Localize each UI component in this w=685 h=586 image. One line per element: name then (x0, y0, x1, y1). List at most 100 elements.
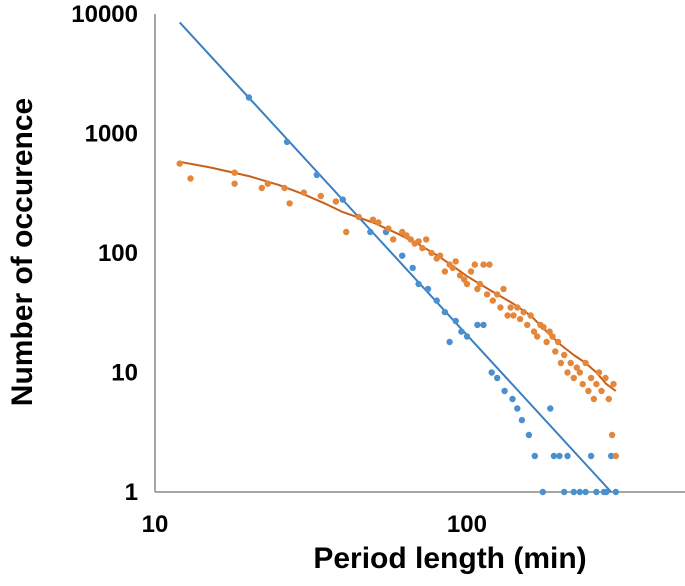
orange-points-point (510, 312, 517, 319)
orange-points-point (258, 184, 265, 192)
orange-points-point (579, 380, 586, 388)
orange-points-point (415, 238, 422, 245)
orange-points-point (264, 180, 271, 187)
orange-points-point (520, 308, 527, 316)
blue-points-point (313, 171, 320, 179)
orange-points-point (281, 184, 288, 192)
orange-points-point (231, 169, 238, 176)
orange-points-point (549, 333, 556, 340)
orange-points-point (355, 213, 362, 221)
y-tick-label: 1000 (85, 121, 138, 148)
orange-points-point (300, 189, 307, 196)
blue-points-point (587, 452, 595, 460)
orange-points-point (530, 328, 538, 335)
blue-points-point (550, 452, 558, 460)
blue-points-point (564, 452, 571, 460)
orange-points-point (428, 249, 435, 257)
orange-points-point (561, 351, 568, 359)
orange-points-point (486, 261, 493, 268)
blue-points-point (399, 252, 406, 259)
blue-points-point (458, 328, 465, 335)
orange-points-point (403, 232, 410, 239)
plot-area (154, 14, 685, 493)
orange-points-point (407, 236, 414, 243)
orange-points-point (576, 369, 583, 376)
orange-points-point (480, 261, 487, 268)
x-tick-label: 10 (142, 511, 169, 538)
orange-points-point (524, 321, 531, 329)
blue-points-point (245, 94, 253, 101)
blue-points-point (518, 416, 526, 424)
orange-points-point (456, 272, 464, 279)
orange-points-point (423, 236, 430, 243)
orange-points-point (534, 333, 541, 340)
orange-points-point (570, 374, 577, 382)
orange-points-point (467, 268, 475, 275)
blue-points-point (452, 317, 459, 325)
orange-points-point (595, 369, 603, 376)
y-tick-label: 100 (98, 240, 138, 267)
blue-power-fit-line (178, 21, 612, 493)
orange-points-point (471, 261, 478, 268)
orange-points-point (500, 285, 507, 293)
blue-points-point (608, 452, 615, 460)
blue-points-point (409, 264, 416, 272)
orange-points-point (463, 280, 471, 288)
blue-points-point (509, 395, 516, 403)
orange-points-point (582, 359, 589, 367)
orange-points-point (483, 291, 491, 298)
orange-points-point (317, 192, 324, 200)
orange-points-point (452, 258, 459, 265)
orange-points-point (231, 180, 238, 187)
orange-points-point (552, 348, 559, 355)
orange-points-point (587, 374, 595, 382)
orange-points-point (554, 338, 562, 346)
blue-points-point (582, 488, 589, 496)
blue-points-point (556, 452, 563, 460)
blue-points-point (488, 369, 495, 376)
orange-points-point (441, 268, 449, 275)
orange-points-point (375, 219, 382, 226)
blue-points-point (339, 196, 346, 203)
orange-points-point (564, 369, 571, 376)
y-tick-label: 10000 (71, 1, 138, 28)
y-tick-label: 10 (111, 360, 138, 387)
orange-points-point (608, 431, 616, 439)
orange-points-point (476, 280, 484, 288)
blue-points-point (603, 488, 610, 496)
y-axis-title: Number of occurence (6, 98, 39, 406)
orange-points-point (540, 323, 547, 331)
orange-points-point (369, 216, 377, 223)
orange-points-point (494, 291, 501, 298)
orange-points-point (573, 364, 580, 371)
orange-points-point (605, 395, 612, 403)
orange-points-point (504, 312, 511, 319)
y-tick-label: 1 (125, 479, 138, 506)
orange-points-point (187, 175, 194, 182)
blue-points-point (561, 488, 568, 496)
orange-points-point (390, 236, 397, 243)
blue-points-point (612, 488, 619, 496)
orange-points-point (593, 380, 600, 388)
orange-points-point (497, 304, 504, 311)
orange-points-point (343, 228, 350, 236)
orange-points-point (399, 228, 406, 236)
blue-points-point (480, 321, 487, 329)
orange-points-point (610, 380, 617, 388)
blue-points-point (570, 488, 577, 496)
orange-points-point (585, 387, 592, 395)
orange-points-point (557, 359, 565, 367)
orange-points-point (489, 297, 496, 304)
orange-points-point (598, 387, 605, 395)
blue-points-point (474, 321, 481, 329)
blue-points-point (446, 338, 453, 346)
orange-points-point (385, 225, 392, 232)
orange-points-point (590, 395, 597, 403)
blue-points-point (531, 452, 538, 460)
blue-points-point (494, 374, 501, 382)
blue-points-point (424, 285, 432, 293)
orange-points-point (527, 312, 534, 319)
blue-points-point (367, 228, 374, 236)
orange-points-point (419, 244, 426, 252)
